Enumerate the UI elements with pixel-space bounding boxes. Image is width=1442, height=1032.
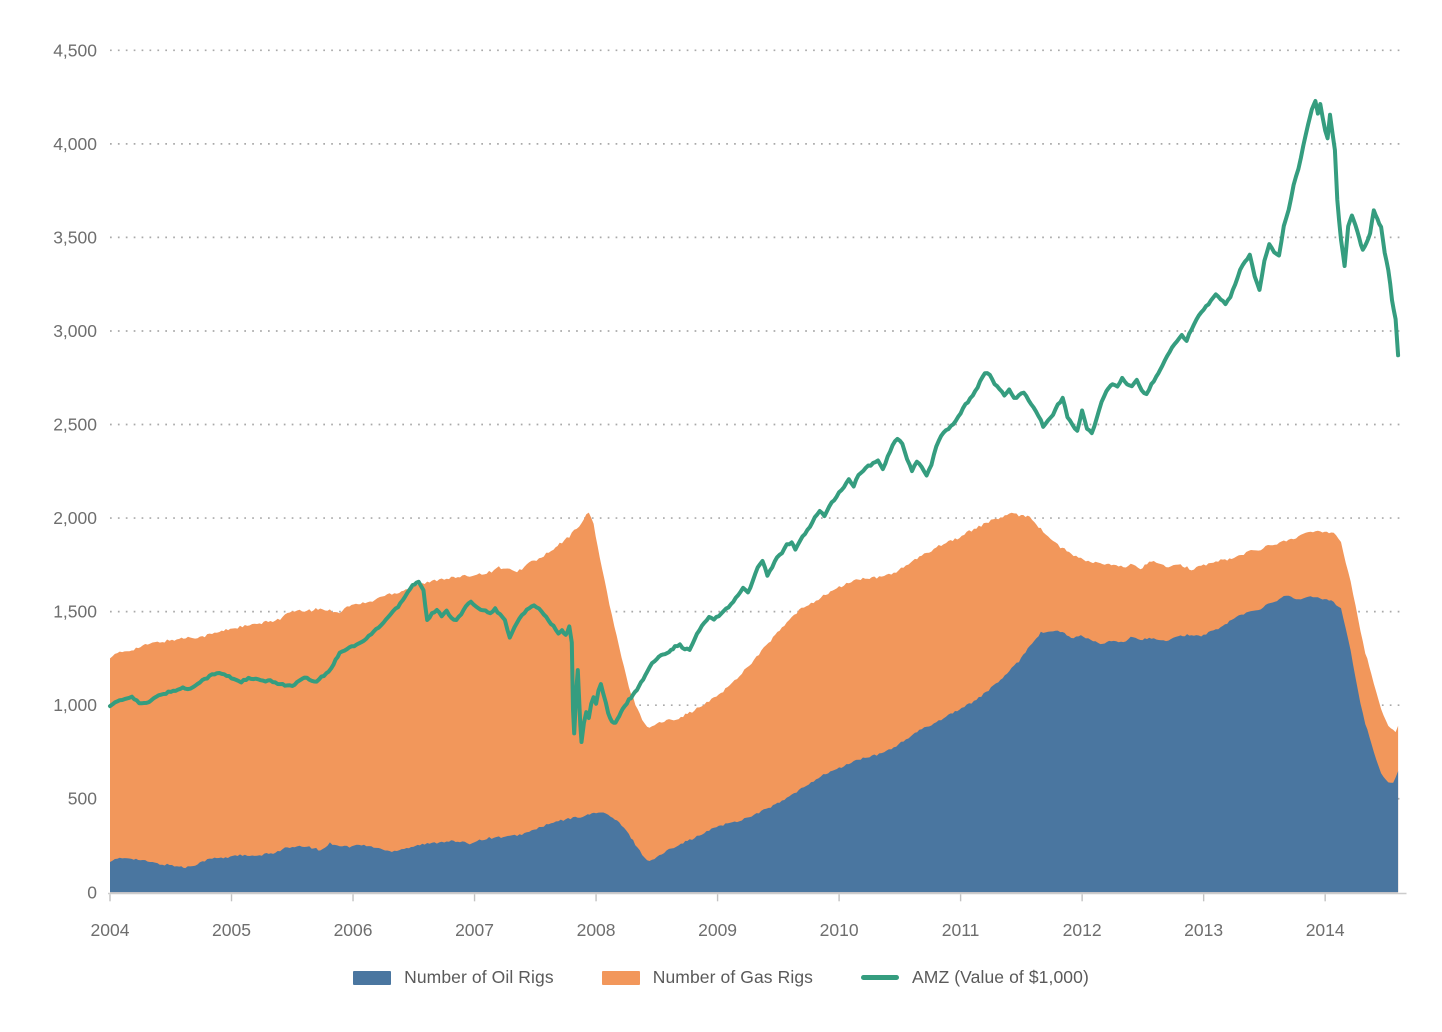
- svg-text:2011: 2011: [942, 920, 980, 940]
- svg-text:2013: 2013: [1184, 920, 1223, 940]
- svg-text:1,000: 1,000: [53, 695, 97, 715]
- svg-text:2010: 2010: [820, 920, 859, 940]
- x-axis-labels: 2004 2005 2006 2007 2008 2009 2010 2011 2012 2013…: [91, 920, 1345, 940]
- svg-text:500: 500: [68, 789, 97, 809]
- svg-text:2004: 2004: [91, 920, 130, 940]
- svg-text:3,000: 3,000: [53, 321, 97, 341]
- y-axis-labels: 0 500 1,000 1,500 2,000 2,500 3,000 3,500 4,000 4…: [53, 40, 97, 902]
- gas-rigs-swatch: [601, 970, 640, 985]
- legend-item-oil-rigs: Number of Oil Rigs: [353, 967, 554, 988]
- svg-text:2006: 2006: [334, 920, 373, 940]
- svg-text:0: 0: [87, 882, 97, 902]
- oil-rigs-area: [110, 595, 1399, 893]
- svg-text:2009: 2009: [698, 920, 737, 940]
- svg-text:2,500: 2,500: [53, 415, 97, 435]
- svg-text:4,000: 4,000: [53, 134, 97, 154]
- svg-text:2008: 2008: [577, 920, 616, 940]
- oil-rigs-swatch: [353, 970, 392, 985]
- legend-label-oil-rigs: Number of Oil Rigs: [404, 967, 554, 987]
- amz-line-swatch: [861, 975, 900, 980]
- svg-text:2007: 2007: [455, 920, 494, 940]
- amz-line: [108, 99, 1401, 744]
- svg-text:1,500: 1,500: [53, 602, 97, 622]
- legend-item-gas-rigs: Number of Gas Rigs: [601, 967, 814, 988]
- svg-text:2014: 2014: [1306, 920, 1345, 940]
- legend-label-gas-rigs: Number of Gas Rigs: [652, 967, 814, 987]
- svg-text:2012: 2012: [1063, 920, 1102, 940]
- chart-legend: Number of Oil Rigs Number of Gas Rigs AM…: [0, 967, 1442, 988]
- legend-label-amz: AMZ (Value of $1,000): [912, 967, 1089, 987]
- svg-text:3,500: 3,500: [53, 227, 97, 247]
- legend-item-amz: AMZ (Value of $1,000): [861, 967, 1089, 988]
- svg-text:4,500: 4,500: [53, 40, 97, 60]
- x-axis-ticks: [109, 894, 1326, 902]
- svg-text:2,000: 2,000: [53, 508, 97, 528]
- svg-text:2005: 2005: [212, 920, 251, 940]
